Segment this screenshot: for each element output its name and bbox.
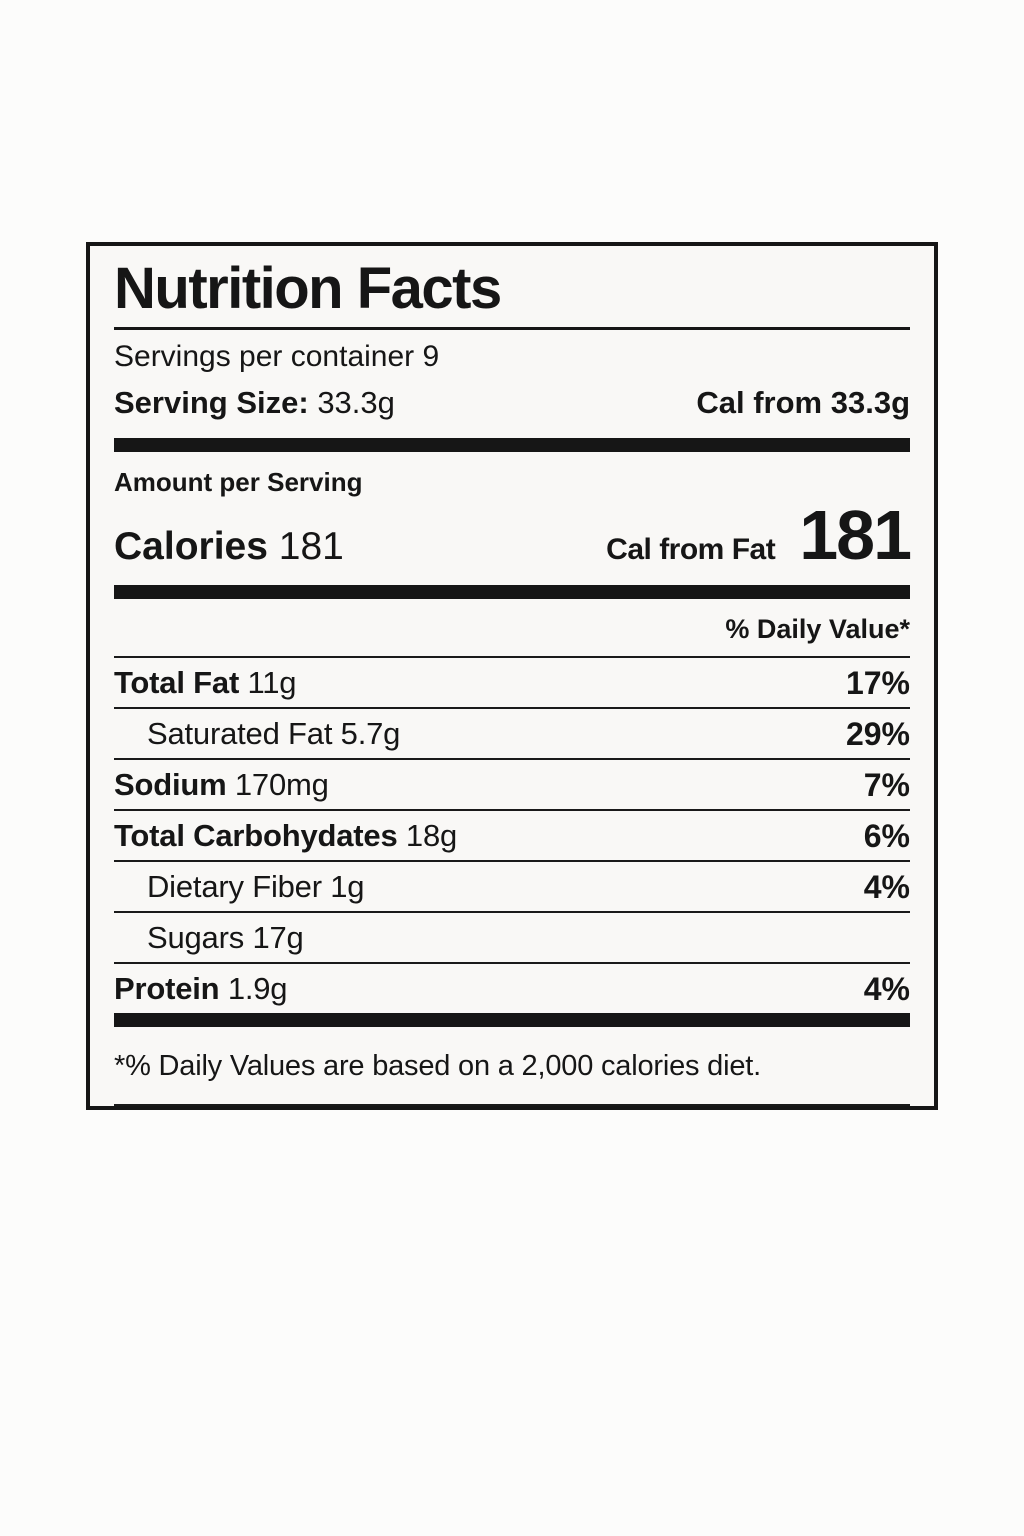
nutrient-row-protein: Protein 1.9g 4% <box>114 962 910 1013</box>
nutrient-name: Total Fat <box>114 665 240 701</box>
nutrient-dv: 17% <box>845 664 910 701</box>
nutrient-amount: 17g <box>252 920 304 956</box>
daily-value-header: % Daily Value* <box>725 614 910 645</box>
nutrient-dv: 7% <box>863 766 910 803</box>
amount-per-serving: Amount per Serving <box>114 466 363 497</box>
nutrient-dv: 6% <box>863 817 910 854</box>
nutrient-amount: 5.7g <box>340 716 401 752</box>
label-title: Nutrition Facts <box>114 256 502 321</box>
daily-value-footnote: *% Daily Values are based on a 2,000 cal… <box>114 1050 761 1083</box>
nutrient-row-total-carbohydrates: Total Carbohydates 18g 6% <box>114 809 910 860</box>
nutrient-row-sugars: Sugars 17g <box>114 911 910 962</box>
calories: Calories 181 <box>114 517 344 577</box>
cal-from-fat: Cal from Fat 181 <box>606 495 912 574</box>
calories-row: Calories 181 Cal from Fat 181 <box>114 495 912 577</box>
nutrient-row-dietary-fiber: Dietary Fiber 1g 4% <box>114 860 910 911</box>
thick-separator-calories <box>114 585 910 600</box>
serving-size: Serving Size: 33.3g <box>114 384 395 421</box>
calories-label: Calories <box>114 524 268 568</box>
cal-from-fat-label: Cal from Fat <box>606 532 776 566</box>
calories-value: 181 <box>278 524 344 568</box>
nutrition-facts-label: Nutrition Facts Servings per container 9… <box>86 242 938 1110</box>
nutrient-dv: 29% <box>845 715 910 752</box>
thick-separator-top <box>114 437 910 452</box>
nutrient-amount: 11g <box>247 665 297 701</box>
nutrient-name: Sugars <box>147 920 245 956</box>
nutrient-name: Protein <box>114 971 220 1007</box>
nutrient-amount: 18g <box>405 818 458 854</box>
nutrient-row-sodium: Sodium 170mg 7% <box>114 758 910 809</box>
cal-from-fat-value: 181 <box>799 495 912 574</box>
nutrient-dv: 4% <box>863 970 910 1007</box>
nutrient-row-saturated-fat: Saturated Fat 5.7g 29% <box>114 707 910 758</box>
thick-separator-bottom <box>114 1013 910 1028</box>
nutrient-dv: 4% <box>863 868 910 905</box>
serving-size-label: Serving Size: <box>114 384 309 420</box>
nutrient-name: Dietary Fiber <box>147 869 322 905</box>
nutrient-amount: 170mg <box>234 767 329 803</box>
title-divider <box>114 326 910 330</box>
nutrient-name: Sodium <box>114 767 227 803</box>
nutrient-name: Saturated Fat <box>147 716 333 752</box>
bottom-divider <box>114 1104 910 1106</box>
serving-size-row: Serving Size: 33.3g Cal from 33.3g <box>114 384 910 421</box>
serving-size-value: 33.3g <box>317 384 395 420</box>
cal-from: Cal from 33.3g <box>696 384 910 420</box>
nutrient-name: Total Carbohydates <box>114 818 398 854</box>
nutrient-amount: 1.9g <box>227 971 288 1007</box>
nutrient-amount: 1g <box>330 869 365 905</box>
nutrient-row-total-fat: Total Fat 11g 17% <box>114 656 910 707</box>
servings-per-container: Servings per container 9 <box>114 339 440 373</box>
